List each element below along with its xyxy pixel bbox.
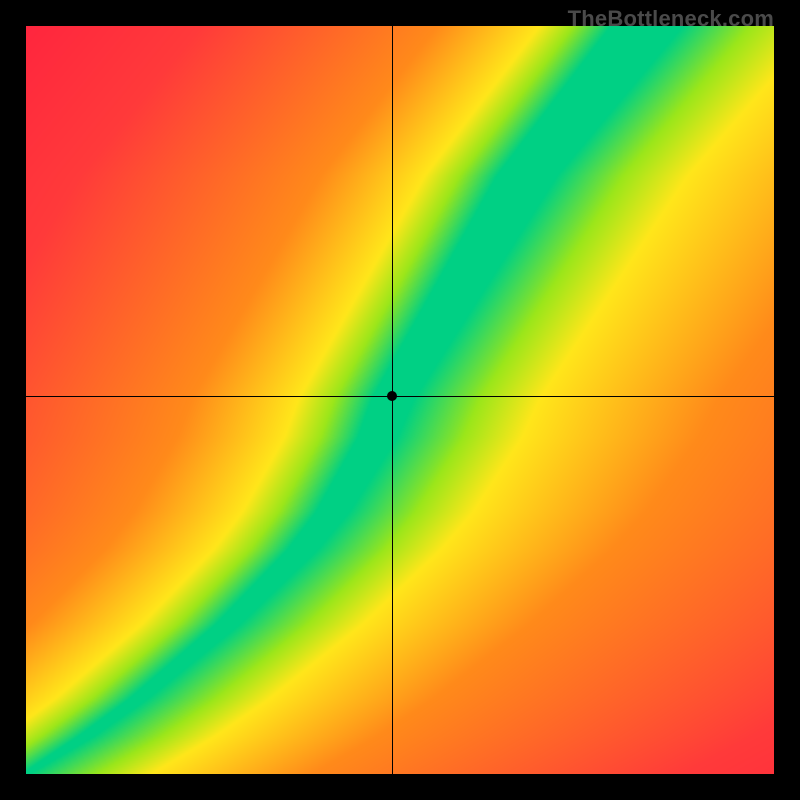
chart-outer: TheBottleneck.com [0, 0, 800, 800]
marker-dot [387, 391, 397, 401]
watermark-text: TheBottleneck.com [568, 6, 774, 32]
heatmap-plot [26, 26, 774, 774]
heatmap-canvas [26, 26, 774, 774]
crosshair-horizontal [26, 396, 774, 397]
